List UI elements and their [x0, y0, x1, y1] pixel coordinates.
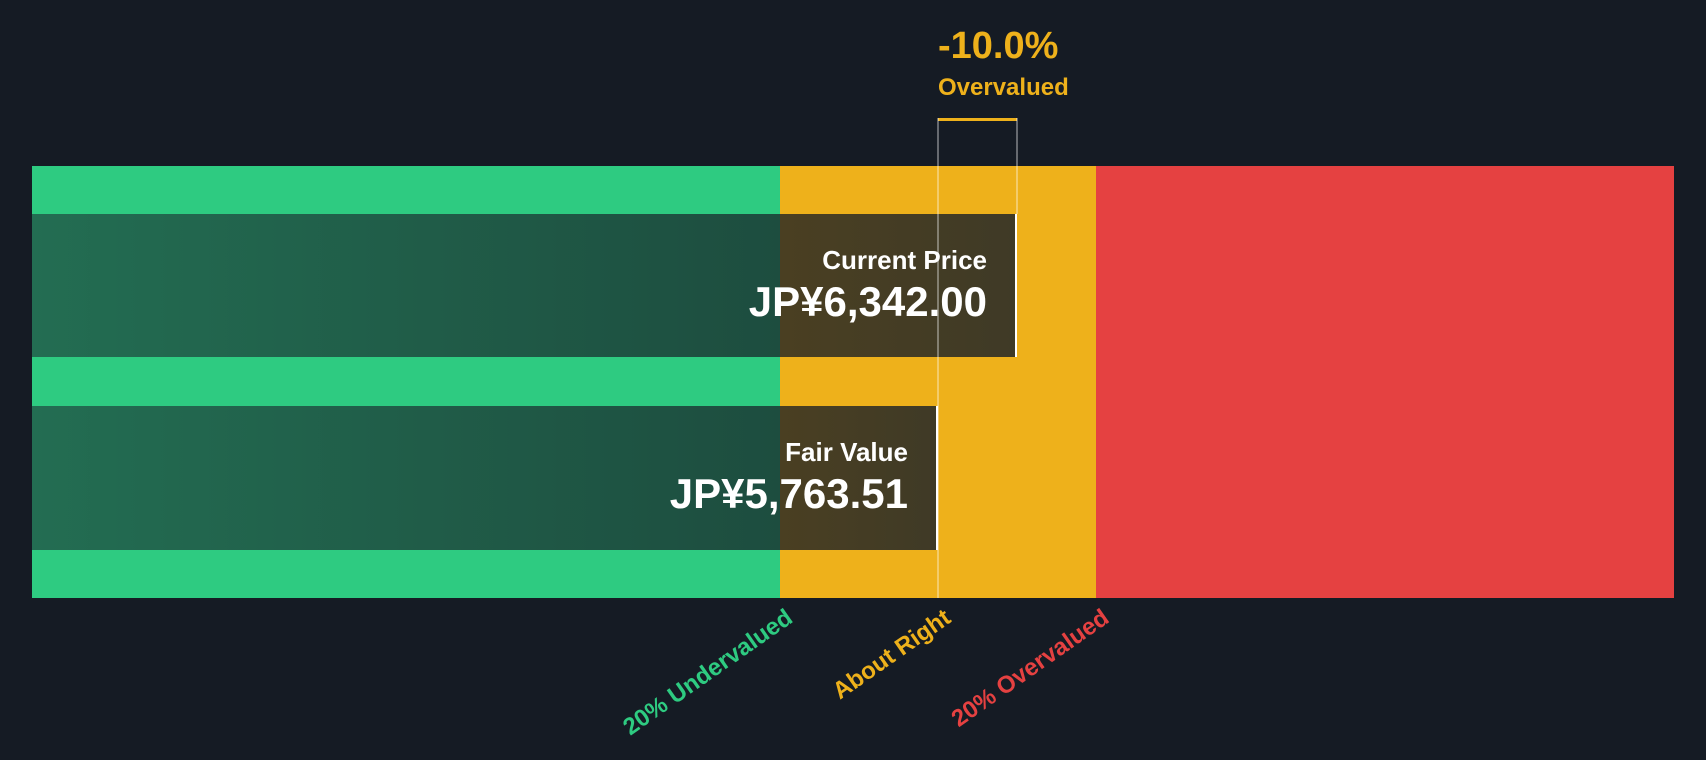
current-price-label: Current Price: [822, 244, 987, 275]
current-price-bar: Current Price JP¥6,342.00: [32, 214, 1017, 357]
fair-value-value: JP¥5,763.51: [669, 470, 908, 517]
difference-bracket: [938, 118, 1017, 121]
fair-value-marker-line: [937, 118, 939, 598]
difference-pct: -10.0%: [938, 25, 1059, 67]
fair-value-label: Fair Value: [785, 437, 908, 467]
current-price-marker-line: [1016, 118, 1018, 214]
valuation-status: Overvalued: [938, 74, 1069, 101]
zone-overvalued: [1096, 166, 1674, 598]
current-price-value: JP¥6,342.00: [748, 277, 987, 325]
zone-label-overvalued: 20% Overvalued: [946, 604, 1114, 733]
fair-value-bar: Fair Value JP¥5,763.51: [32, 406, 938, 550]
zone-label-about-right: About Right: [827, 604, 956, 705]
zone-label-undervalued: 20% Undervalued: [618, 604, 798, 741]
